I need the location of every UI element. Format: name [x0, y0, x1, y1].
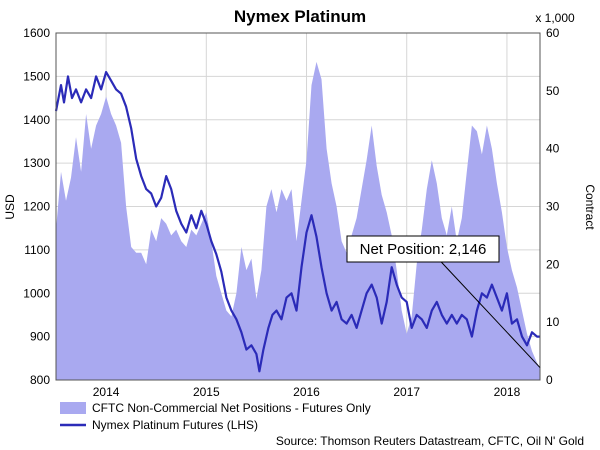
right-axis-ticks: 0 10 20 30 40 50 60 — [546, 26, 560, 387]
left-tick-label: 800 — [30, 373, 50, 387]
right-tick-label: 40 — [546, 142, 560, 156]
left-tick-label: 1600 — [23, 26, 50, 40]
x-axis-ticks: 2014 2015 2016 2017 2018 — [93, 385, 521, 399]
left-axis-ticks: 800 900 1000 1100 1200 1300 1400 1500 1600 — [23, 26, 50, 387]
right-tick-label: 60 — [546, 26, 560, 40]
left-tick-label: 1300 — [23, 156, 50, 170]
legend-line-label: Nymex Platinum Futures (LHS) — [92, 418, 258, 432]
x-tick-label: 2017 — [393, 385, 420, 399]
annotation-text: Net Position: 2,146 — [360, 241, 487, 258]
left-axis-label: USD — [3, 194, 17, 220]
platinum-futures-line-layer — [54, 70, 540, 373]
plot-frame — [55, 32, 541, 381]
plot-border — [55, 32, 541, 381]
right-tick-label: 30 — [546, 200, 560, 214]
left-tick-label: 1100 — [24, 243, 50, 257]
x-tick-label: 2015 — [193, 385, 220, 399]
legend-area-label: CFTC Non-Commercial Net Positions - Futu… — [92, 401, 371, 415]
right-tick-label: 0 — [546, 373, 553, 387]
legend: CFTC Non-Commercial Net Positions - Futu… — [60, 401, 371, 432]
source-note: Source: Thomson Reuters Datastream, CFTC… — [276, 434, 584, 448]
legend-area-swatch — [60, 402, 86, 414]
right-tick-label: 20 — [546, 257, 560, 271]
annotation-leader-line — [440, 261, 541, 368]
right-tick-label: 10 — [546, 315, 560, 329]
net-positions-area — [56, 61, 540, 381]
left-tick-label: 900 — [30, 330, 50, 344]
left-tick-label: 1000 — [23, 286, 50, 300]
left-tick-label: 1400 — [23, 113, 50, 127]
net-position-annotation: Net Position: 2,146 — [346, 235, 541, 368]
x-tick-label: 2018 — [494, 385, 521, 399]
right-axis-multiplier: x 1,000 — [535, 11, 575, 25]
net-positions-area-layer — [56, 61, 540, 381]
right-tick-label: 50 — [546, 84, 560, 98]
platinum-futures-line — [54, 70, 540, 373]
x-tick-label: 2016 — [293, 385, 320, 399]
x-tick-label: 2014 — [93, 385, 120, 399]
chart-title: Nymex Platinum — [234, 7, 366, 26]
left-tick-label: 1500 — [23, 69, 50, 83]
left-tick-label: 1200 — [23, 200, 50, 214]
right-axis-label: Contract — [583, 184, 597, 230]
annotation-box — [346, 235, 500, 263]
